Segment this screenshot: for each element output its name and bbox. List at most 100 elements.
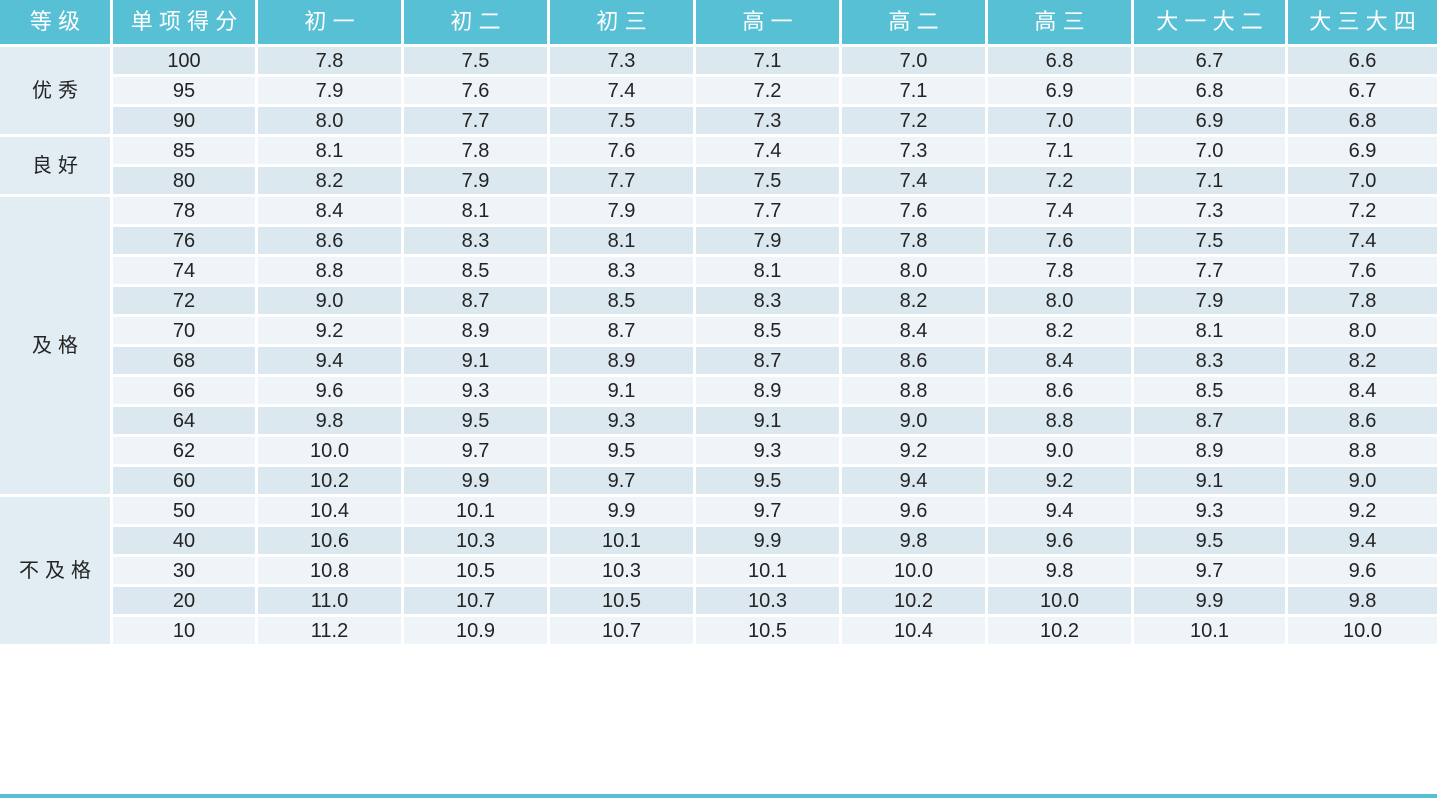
value-cell: 8.4 bbox=[988, 347, 1131, 374]
value-cell: 7.3 bbox=[842, 137, 985, 164]
value-cell: 7.8 bbox=[258, 47, 401, 74]
value-cell: 8.7 bbox=[696, 347, 839, 374]
value-cell: 7.8 bbox=[404, 137, 547, 164]
value-cell: 7.7 bbox=[1134, 257, 1285, 284]
score-cell: 100 bbox=[113, 47, 255, 74]
value-cell: 7.2 bbox=[1288, 197, 1437, 224]
score-cell: 72 bbox=[113, 287, 255, 314]
value-cell: 9.1 bbox=[696, 407, 839, 434]
value-cell: 8.9 bbox=[550, 347, 693, 374]
value-cell: 9.2 bbox=[842, 437, 985, 464]
value-cell: 8.9 bbox=[1134, 437, 1285, 464]
value-cell: 8.8 bbox=[258, 257, 401, 284]
value-cell: 9.0 bbox=[258, 287, 401, 314]
value-cell: 7.4 bbox=[842, 167, 985, 194]
value-cell: 10.7 bbox=[550, 617, 693, 644]
value-cell: 11.0 bbox=[258, 587, 401, 614]
value-cell: 9.1 bbox=[550, 377, 693, 404]
score-cell: 60 bbox=[113, 467, 255, 494]
value-cell: 9.5 bbox=[550, 437, 693, 464]
column-header-4: 初三 bbox=[550, 0, 693, 44]
value-cell: 8.3 bbox=[550, 257, 693, 284]
value-cell: 7.5 bbox=[550, 107, 693, 134]
value-cell: 10.4 bbox=[258, 497, 401, 524]
value-cell: 6.9 bbox=[988, 77, 1131, 104]
value-cell: 9.0 bbox=[1288, 467, 1437, 494]
value-cell: 7.8 bbox=[988, 257, 1131, 284]
score-cell: 62 bbox=[113, 437, 255, 464]
value-cell: 7.3 bbox=[1134, 197, 1285, 224]
value-cell: 9.5 bbox=[696, 467, 839, 494]
value-cell: 10.1 bbox=[404, 497, 547, 524]
column-header-5: 高一 bbox=[696, 0, 839, 44]
value-cell: 8.7 bbox=[550, 317, 693, 344]
value-cell: 7.9 bbox=[404, 167, 547, 194]
score-cell: 10 bbox=[113, 617, 255, 644]
value-cell: 7.3 bbox=[550, 47, 693, 74]
value-cell: 9.1 bbox=[1134, 467, 1285, 494]
value-cell: 10.3 bbox=[696, 587, 839, 614]
value-cell: 10.0 bbox=[1288, 617, 1437, 644]
value-cell: 7.9 bbox=[696, 227, 839, 254]
value-cell: 8.8 bbox=[842, 377, 985, 404]
value-cell: 8.4 bbox=[842, 317, 985, 344]
value-cell: 8.1 bbox=[696, 257, 839, 284]
score-cell: 85 bbox=[113, 137, 255, 164]
value-cell: 9.3 bbox=[404, 377, 547, 404]
value-cell: 9.2 bbox=[258, 317, 401, 344]
value-cell: 8.7 bbox=[1134, 407, 1285, 434]
value-cell: 7.9 bbox=[258, 77, 401, 104]
value-cell: 9.4 bbox=[1288, 527, 1437, 554]
value-cell: 9.5 bbox=[1134, 527, 1285, 554]
value-cell: 7.6 bbox=[842, 197, 985, 224]
value-cell: 6.9 bbox=[1288, 137, 1437, 164]
grade-group-cell: 不及格 bbox=[0, 497, 110, 644]
value-cell: 8.0 bbox=[1288, 317, 1437, 344]
value-cell: 7.0 bbox=[988, 107, 1131, 134]
value-cell: 10.1 bbox=[696, 557, 839, 584]
value-cell: 8.5 bbox=[404, 257, 547, 284]
value-cell: 7.4 bbox=[988, 197, 1131, 224]
value-cell: 10.2 bbox=[258, 467, 401, 494]
value-cell: 10.5 bbox=[696, 617, 839, 644]
value-cell: 8.9 bbox=[696, 377, 839, 404]
value-cell: 8.2 bbox=[842, 287, 985, 314]
value-cell: 9.6 bbox=[258, 377, 401, 404]
value-cell: 10.0 bbox=[842, 557, 985, 584]
value-cell: 8.3 bbox=[696, 287, 839, 314]
value-cell: 10.5 bbox=[550, 587, 693, 614]
score-cell: 76 bbox=[113, 227, 255, 254]
value-cell: 7.8 bbox=[1288, 287, 1437, 314]
value-cell: 7.5 bbox=[696, 167, 839, 194]
value-cell: 7.7 bbox=[550, 167, 693, 194]
value-cell: 8.6 bbox=[258, 227, 401, 254]
value-cell: 9.9 bbox=[550, 497, 693, 524]
value-cell: 7.7 bbox=[404, 107, 547, 134]
value-cell: 10.1 bbox=[1134, 617, 1285, 644]
value-cell: 7.2 bbox=[842, 107, 985, 134]
value-cell: 7.6 bbox=[1288, 257, 1437, 284]
value-cell: 8.5 bbox=[696, 317, 839, 344]
score-cell: 40 bbox=[113, 527, 255, 554]
value-cell: 6.9 bbox=[1134, 107, 1285, 134]
score-cell: 50 bbox=[113, 497, 255, 524]
value-cell: 9.8 bbox=[258, 407, 401, 434]
value-cell: 7.4 bbox=[550, 77, 693, 104]
value-cell: 9.6 bbox=[842, 497, 985, 524]
value-cell: 6.8 bbox=[988, 47, 1131, 74]
value-cell: 10.3 bbox=[550, 557, 693, 584]
value-cell: 8.0 bbox=[258, 107, 401, 134]
value-cell: 9.7 bbox=[550, 467, 693, 494]
value-cell: 8.4 bbox=[1288, 377, 1437, 404]
value-cell: 8.1 bbox=[1134, 317, 1285, 344]
value-cell: 9.8 bbox=[1288, 587, 1437, 614]
value-cell: 7.7 bbox=[696, 197, 839, 224]
score-cell: 78 bbox=[113, 197, 255, 224]
value-cell: 7.2 bbox=[696, 77, 839, 104]
value-cell: 8.5 bbox=[550, 287, 693, 314]
value-cell: 9.3 bbox=[550, 407, 693, 434]
score-cell: 66 bbox=[113, 377, 255, 404]
value-cell: 9.0 bbox=[842, 407, 985, 434]
column-header-8: 大一大二 bbox=[1134, 0, 1285, 44]
